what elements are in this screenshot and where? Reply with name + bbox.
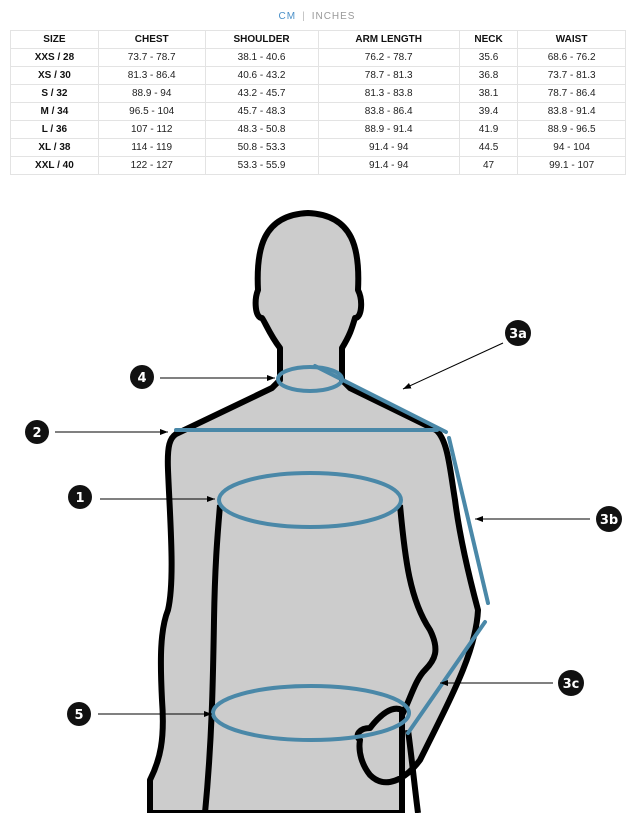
- chest-measure: [217, 471, 403, 529]
- label-badges: 4 2 1 5 3a 3b 3c: [25, 320, 622, 726]
- table-row: XS / 30 81.3 - 86.4 40.6 - 43.2 78.7 - 81.3…: [10, 66, 626, 85]
- left-inner-arm-line: [202, 504, 223, 813]
- badge-3b: 3b: [596, 506, 622, 532]
- svg-text:3b: 3b: [600, 513, 618, 528]
- table-row: XXL / 40 122 - 127 53.3 - 55.9 91.4 - 94 47 9…: [10, 156, 626, 175]
- badge-waist: 5: [67, 702, 91, 726]
- body-silhouette: [147, 210, 481, 813]
- unit-toggle: CM | INCHES: [0, 11, 634, 22]
- badge-shoulder: 2: [25, 420, 49, 444]
- svg-text:4: 4: [137, 371, 146, 386]
- hip-line: [405, 729, 421, 813]
- right-inner-arm-line: [397, 504, 439, 717]
- svg-text:5: 5: [74, 708, 83, 723]
- badge-chest: 1: [68, 485, 92, 509]
- value-cell: 47: [458, 156, 519, 175]
- value-cell: 53.3 - 55.9: [204, 156, 319, 175]
- unit-cm-button[interactable]: CM: [278, 11, 297, 22]
- table-row: S / 32 88.9 - 94 43.2 - 45.7 81.3 - 83.8 38.…: [10, 84, 626, 103]
- table-row: XXS / 28 73.7 - 78.7 38.1 - 40.6 76.2 - 78.…: [10, 48, 626, 67]
- table-row: L / 36 107 - 112 48.3 - 50.8 88.9 - 91.4 41.…: [10, 120, 626, 139]
- waist-measure: [211, 684, 411, 742]
- value-cell: 36.8: [458, 66, 519, 85]
- arrow-3a: [402, 342, 504, 390]
- badge-neck: 4: [130, 365, 154, 389]
- size-chart-table: SIZE CHEST SHOULDER ARM LENGTH NECK WAIST XXS…: [10, 30, 626, 175]
- table-row: M / 34 96.5 - 104 45.7 - 48.3 83.8 - 86.4 39…: [10, 102, 626, 121]
- svg-text:3a: 3a: [509, 327, 527, 342]
- unit-inches-button[interactable]: INCHES: [311, 11, 356, 22]
- measurement-lines: [174, 364, 490, 742]
- badge-3a: 3a: [505, 320, 531, 346]
- svg-text:3c: 3c: [563, 677, 580, 692]
- unit-separator: |: [302, 11, 306, 22]
- pointer-arrows: [55, 342, 590, 717]
- body-figure: [147, 210, 481, 813]
- svg-text:1: 1: [75, 491, 84, 506]
- value-cell: 99.1 - 107: [517, 156, 626, 175]
- badge-3c: 3c: [558, 670, 584, 696]
- arm-3c-measure: [406, 620, 487, 735]
- size-cell: XXL / 40: [10, 156, 99, 175]
- arm-3a-measure: [313, 364, 448, 434]
- arm-3b-measure: [447, 436, 490, 605]
- svg-text:2: 2: [32, 426, 41, 441]
